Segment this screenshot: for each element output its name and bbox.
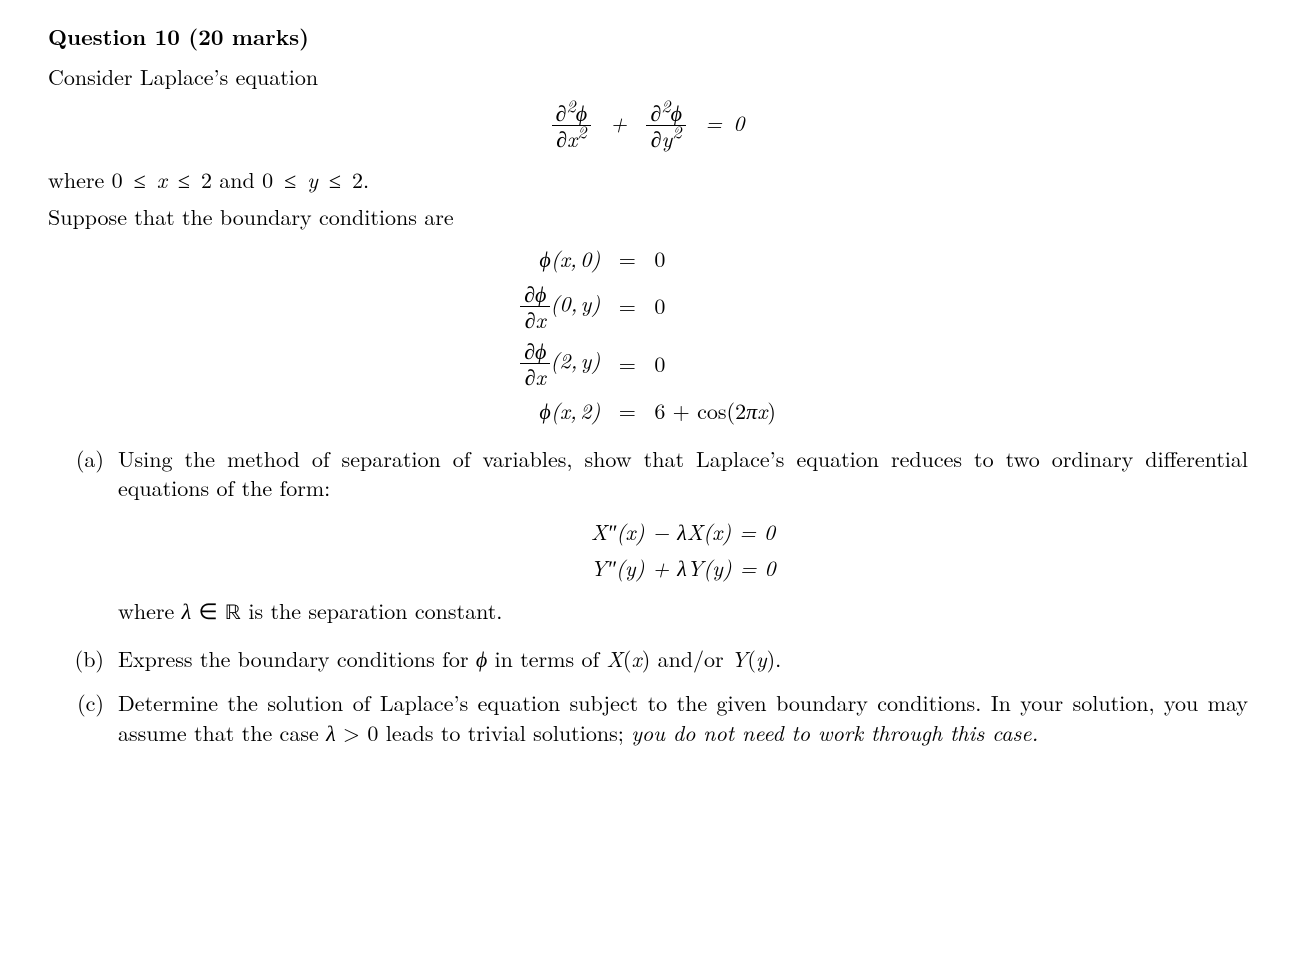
part-c-text: Determine the solution of Laplace’s equa…	[118, 688, 1248, 747]
domain-line: where 0 ≤ x ≤ 2 and 0 ≤ y ≤ 2.	[48, 165, 1248, 195]
part-b: (b) Express the boundary conditions for …	[48, 644, 1248, 674]
part-a-odes: X″(x) − λX(x) = 0 Y″(y) + λY(y) = 0	[118, 517, 1248, 582]
boundary-conditions-table: ϕ(x,0) = 0 ∂ϕ ∂x (0,y) = 0 ∂ϕ ∂x (2,y) =…	[514, 240, 782, 430]
laplace-equation: ∂2ϕ ∂x2 + ∂2ϕ ∂y2 = 0	[48, 101, 1248, 150]
bc-intro: Suppose that the boundary conditions are	[48, 202, 1248, 232]
part-a: (a) Using the method of separation of va…	[48, 444, 1248, 630]
part-a-text: Using the method of separation of variab…	[118, 444, 1248, 503]
part-a-after: where λ ∈ ℝ is the separation constant.	[118, 596, 1248, 630]
intro-line: Consider Laplace’s equation	[48, 62, 1248, 92]
part-a-label: (a)	[48, 444, 118, 474]
bc-row-1: ϕ(x,0) = 0	[514, 240, 782, 278]
equals-sign: =	[705, 107, 722, 138]
part-b-text: Express the boundary conditions for ϕ in…	[118, 644, 1248, 674]
parts-list: (a) Using the method of separation of va…	[48, 444, 1248, 748]
bc-row-4: ϕ(x,2) = 6 + cos(2πx)	[514, 392, 782, 430]
part-c-label: (c)	[48, 688, 118, 718]
bc-row-3: ∂ϕ ∂x (2,y) = 0	[514, 335, 782, 392]
bc-row-2: ∂ϕ ∂x (0,y) = 0	[514, 278, 782, 335]
question-title: Question 10 (20 marks)	[48, 22, 1248, 52]
part-b-label: (b)	[48, 644, 118, 674]
question-page: Question 10 (20 marks) Consider Laplace’…	[0, 0, 1296, 972]
part-c-italic: you do not need to work through this cas…	[631, 717, 1038, 748]
part-c: (c) Determine the solution of Laplace’s …	[48, 688, 1248, 747]
